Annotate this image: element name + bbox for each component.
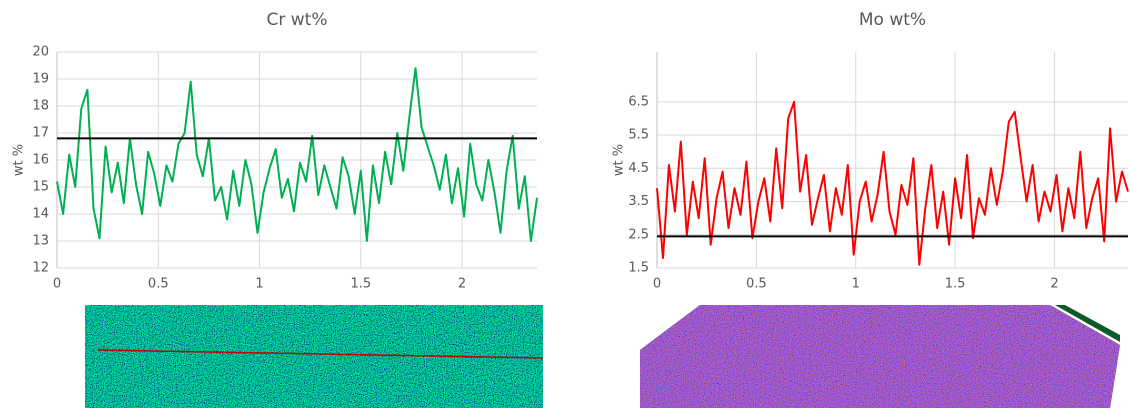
x-tick-label: 0.5 (746, 277, 767, 292)
x-tick-label: 1.5 (945, 277, 966, 292)
y-tick-label: 20 (32, 45, 49, 60)
x-tick-label: 0 (53, 277, 61, 292)
x-tick-label: 1 (852, 277, 860, 292)
data-line (656, 100, 1129, 266)
x-tick-label: 0.5 (148, 277, 169, 292)
mo-map-edge (1055, 305, 1120, 342)
y-axis-label: wt % (612, 144, 627, 176)
y-tick-label: 4.5 (628, 161, 649, 176)
y-tick-label: 19 (32, 72, 49, 87)
y-tick-label: 13 (32, 234, 49, 249)
mo-map-image (640, 305, 1120, 408)
data-line (56, 67, 538, 242)
y-tick-label: 14 (32, 207, 49, 222)
y-tick-label: 15 (32, 180, 49, 195)
y-tick-label: 16 (32, 153, 49, 168)
x-tick-label: 0 (653, 277, 661, 292)
mo-map-texture (640, 305, 1120, 408)
x-tick-label: 1 (255, 277, 263, 292)
y-tick-label: 17 (32, 126, 49, 141)
y-tick-label: 3.5 (628, 194, 649, 209)
y-tick-label: 1.5 (628, 261, 649, 276)
chart-title: Cr wt% (267, 10, 328, 30)
y-tick-label: 12 (32, 261, 49, 276)
y-tick-label: 6.5 (628, 94, 649, 109)
y-tick-label: 5.5 (628, 128, 649, 143)
y-axis-label: wt % (12, 144, 27, 176)
y-tick-label: 18 (32, 99, 49, 114)
y-tick-label: 2.5 (628, 227, 649, 242)
x-tick-label: 1.5 (350, 277, 371, 292)
x-tick-label: 2 (458, 277, 466, 292)
chart-title: Mo wt% (859, 10, 926, 30)
x-tick-label: 2 (1050, 277, 1058, 292)
scan-line (97, 349, 544, 359)
